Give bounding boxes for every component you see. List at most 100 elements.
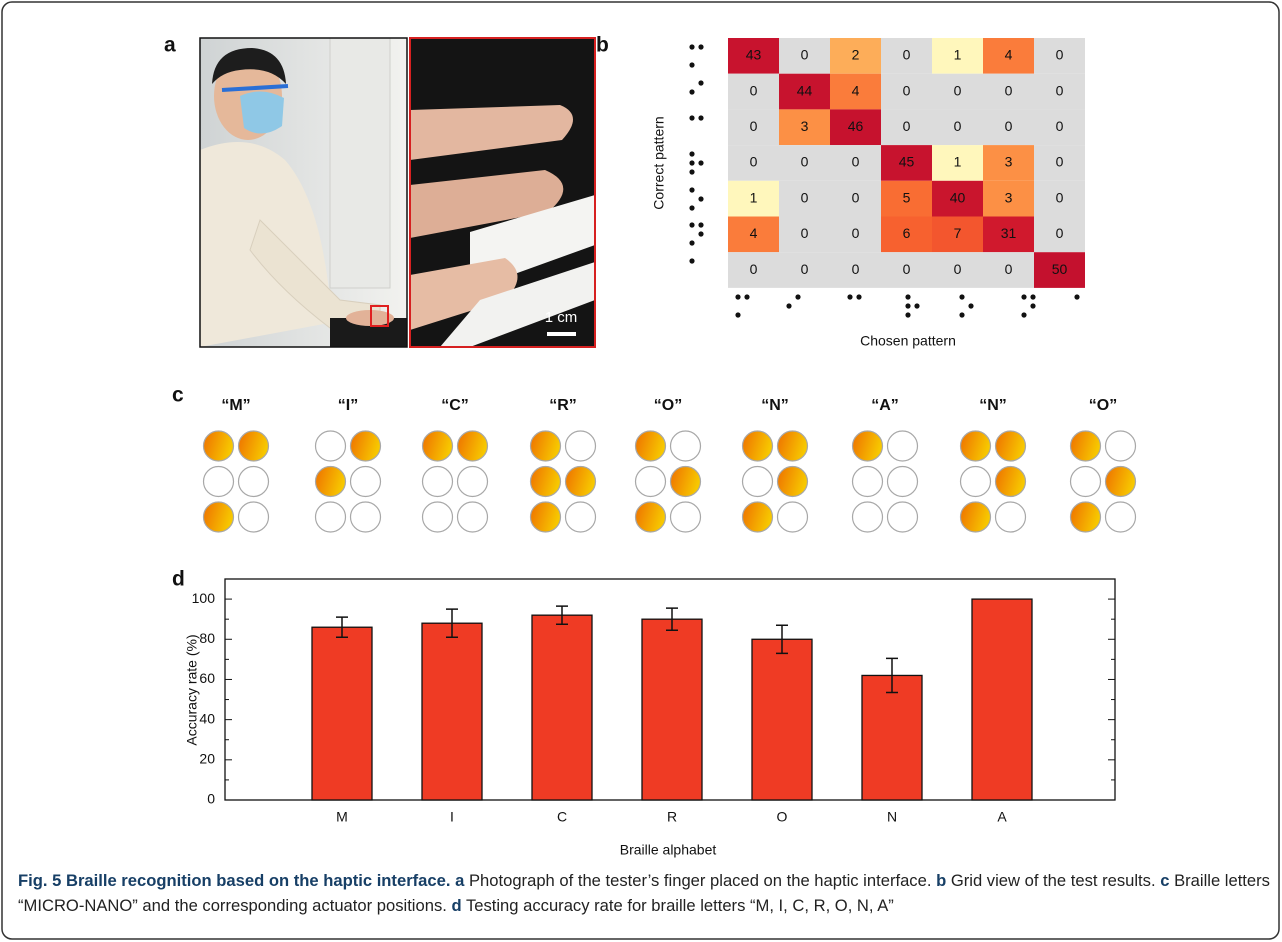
x-axis-title: Chosen pattern [860,333,956,349]
column-glyph [1021,294,1035,317]
actuator-pattern [636,431,701,532]
cell-label: 4 [1005,47,1013,63]
actuator-pattern [423,431,488,532]
cell-label: 1 [954,154,962,170]
bar [862,675,922,800]
letter-label: “R” [549,397,577,414]
cell-label: 0 [750,118,758,134]
cell-label: 0 [1056,225,1064,241]
cell-label: 3 [1005,154,1013,170]
cell-label: 1 [750,189,758,205]
x-tick-label: I [450,809,454,825]
x-axis-title: Braille alphabet [620,842,717,858]
cell-label: 0 [801,189,809,205]
cell-label: 0 [852,225,860,241]
bar [642,619,702,800]
cell-label: 0 [903,118,911,134]
cell-label: 0 [903,47,911,63]
cell-label: 46 [848,118,864,134]
caption-part-label: a [455,871,464,890]
panel-label: d [172,568,185,591]
cell-label: 31 [1001,225,1017,241]
cell-label: 0 [801,47,809,63]
cell-label: 4 [750,225,758,241]
caption-part-text: Testing accuracy rate for braille letter… [466,896,894,915]
photo-mask [240,91,284,133]
x-tick-label: O [777,809,788,825]
photo-left [200,38,407,347]
column-glyph [959,294,973,317]
y-axis-title: Accuracy rate (%) [184,634,200,745]
column-glyphs [735,294,1079,317]
letter-label: “O” [1089,397,1117,414]
figure: a b c d 1 cm [0,0,1282,942]
cell-label: 0 [852,154,860,170]
cell-label: 0 [954,261,962,277]
y-tick-label: 80 [199,630,215,646]
y-tick-label: 20 [199,751,215,767]
bar [422,623,482,800]
x-tick-label: R [667,809,677,825]
cell-label: 1 [954,47,962,63]
cell-label: 0 [852,261,860,277]
x-tick-label: A [997,809,1007,825]
cell-label: 0 [750,261,758,277]
page: { "panel_labels": ["a", "b", "c", "d"], … [0,0,1282,942]
cell-label: 0 [1005,82,1013,98]
y-tick-label: 0 [207,791,215,807]
cell-label: 0 [1005,118,1013,134]
y-tick-label: 60 [199,670,215,686]
letter-label: “C” [441,397,469,414]
letter-label: “N” [979,397,1007,414]
row-glyph [689,222,703,245]
letter-label: “A” [871,397,899,414]
panel-label: b [596,34,609,57]
x-tick-label: M [336,809,348,825]
actuator-pattern [204,431,269,532]
panel-label: a [164,34,176,57]
caption-part-text: Grid view of the test results. [951,871,1156,890]
cell-label: 0 [1005,261,1013,277]
photo-right: 1 cm [410,38,595,347]
cell-label: 0 [852,189,860,205]
actuator-pattern [316,431,381,532]
cell-label: 0 [1056,47,1064,63]
photo-door [330,38,390,288]
column-glyph [735,294,749,317]
row-glyphs [689,44,703,263]
letter-label: “M” [221,397,250,414]
cell-label: 0 [1056,118,1064,134]
cell-label: 43 [746,47,762,63]
column-glyph [1074,294,1079,299]
caption-part-label: c [1160,871,1169,890]
caption-label: Fig. 5 [18,871,61,890]
bar [312,627,372,800]
cell-label: 0 [903,261,911,277]
actuator-pattern [743,431,808,532]
actuator-pattern [531,431,596,532]
cell-label: 0 [750,82,758,98]
x-tick-label: C [557,809,567,825]
caption-title: Braille recognition based on the haptic … [66,871,451,890]
row-glyph [689,44,703,67]
row-glyph [689,151,703,174]
y-tick-label: 100 [192,590,216,606]
column-glyph [847,294,861,299]
caption-part-text: Photograph of the tester’s finger placed… [469,871,931,890]
actuator-pattern [961,431,1026,532]
row-glyph [689,258,694,263]
row-glyph [689,115,703,120]
cell-label: 6 [903,225,911,241]
cell-label: 0 [801,225,809,241]
braille-letters: “M” “I” “C” “R” “O” “N” “A” “N” “O” [204,397,1136,532]
cell-label: 3 [1005,189,1013,205]
cell-label: 0 [954,82,962,98]
cell-label: 3 [801,118,809,134]
cell-label: 2 [852,47,860,63]
bar [532,615,592,800]
cell-label: 50 [1052,261,1068,277]
cell-label: 0 [1056,82,1064,98]
cell-label: 4 [852,82,860,98]
caption: Fig. 5 Braille recognition based on the … [18,868,1270,918]
cell-label: 0 [903,82,911,98]
